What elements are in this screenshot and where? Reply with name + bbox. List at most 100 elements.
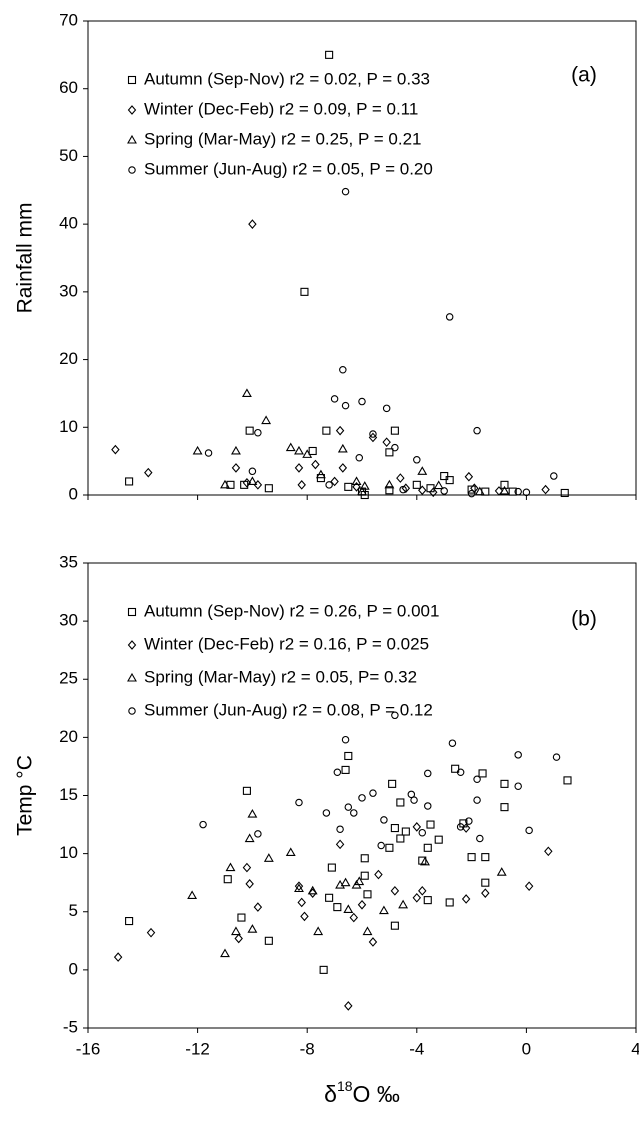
square-marker xyxy=(426,820,435,829)
square-marker xyxy=(325,893,334,902)
diamond-marker xyxy=(253,902,263,912)
circle-marker xyxy=(467,489,476,498)
circle-marker xyxy=(424,769,432,778)
triangle-marker xyxy=(241,388,252,397)
y-tick-label: 10 xyxy=(59,417,78,436)
x-axis-label: δ18O ‰ xyxy=(324,1078,400,1107)
circle-marker xyxy=(377,841,385,850)
square-marker xyxy=(319,965,328,974)
circle-marker xyxy=(399,485,407,494)
square-marker xyxy=(500,803,509,812)
plot-frame xyxy=(87,562,637,1029)
circle-marker xyxy=(254,830,262,838)
diamond-marker xyxy=(494,486,504,496)
triangle-marker xyxy=(337,443,348,453)
square-marker xyxy=(223,875,232,884)
y-tick-label: 20 xyxy=(59,349,78,368)
circle-marker xyxy=(382,404,391,413)
triangle-marker xyxy=(359,481,370,490)
triangle-marker xyxy=(294,883,304,893)
diamond-marker xyxy=(335,425,345,436)
square-marker xyxy=(308,446,317,456)
square-marker xyxy=(322,426,331,435)
circle-marker xyxy=(552,753,561,761)
triangle-marker xyxy=(315,469,326,479)
triangle-marker xyxy=(263,853,274,862)
x-tick-label: -8 xyxy=(300,1039,315,1058)
diamond-marker xyxy=(242,477,252,488)
square-marker xyxy=(451,764,460,773)
y-tick-label: 5 xyxy=(69,901,78,920)
square-marker xyxy=(423,843,432,852)
circle-marker xyxy=(410,796,418,804)
square-marker xyxy=(500,480,509,489)
square-marker xyxy=(390,823,399,833)
diamond-marker xyxy=(300,911,309,922)
diamond-marker xyxy=(113,952,123,962)
square-marker xyxy=(396,834,405,843)
triangle-marker xyxy=(225,862,236,872)
circle-marker xyxy=(380,816,388,824)
square-marker xyxy=(325,50,334,59)
square-marker xyxy=(467,485,476,494)
diamond-marker xyxy=(544,846,553,857)
circle-marker xyxy=(341,401,350,410)
square-marker xyxy=(401,827,410,836)
circle-marker xyxy=(456,768,465,776)
y-axis-label: Temp °C xyxy=(14,755,37,836)
square-marker xyxy=(344,482,353,491)
diamond-marker xyxy=(311,459,320,470)
diamond-marker xyxy=(297,897,306,908)
circle-marker xyxy=(248,467,257,476)
circle-marker xyxy=(514,751,522,759)
triangle-marker xyxy=(354,876,365,886)
legend-marker xyxy=(127,105,137,115)
triangle-marker xyxy=(313,926,324,936)
diamond-marker xyxy=(396,473,405,483)
legend-marker xyxy=(128,707,136,715)
circle-marker xyxy=(465,817,473,825)
square-marker xyxy=(388,779,397,788)
square-marker xyxy=(385,486,394,495)
square-marker xyxy=(264,484,273,493)
diamond-marker xyxy=(294,463,304,473)
square-marker xyxy=(445,476,454,485)
legend-label: Spring (Mar-May) r2 = 0.05, P= 0.32 xyxy=(144,667,417,686)
triangle-marker xyxy=(499,485,510,495)
legend-marker xyxy=(127,672,137,682)
square-marker xyxy=(396,798,405,807)
square-marker xyxy=(344,751,353,761)
diamond-marker xyxy=(146,927,156,938)
y-tick-label: 35 xyxy=(59,552,78,571)
triangle-marker xyxy=(474,486,485,496)
x-tick-label: -16 xyxy=(76,1039,101,1058)
square-marker xyxy=(300,287,309,296)
triangle-marker xyxy=(417,466,428,475)
circle-marker xyxy=(473,796,481,804)
legend-marker xyxy=(127,75,137,85)
y-tick-label: 60 xyxy=(59,78,78,97)
square-marker xyxy=(245,426,254,435)
square-marker xyxy=(237,913,246,922)
diamond-marker xyxy=(245,879,254,889)
x-tick-label: -12 xyxy=(185,1039,210,1058)
triangle-marker xyxy=(285,442,296,452)
circle-marker xyxy=(358,397,366,406)
panel-annotation: (b) xyxy=(571,608,597,631)
circle-marker xyxy=(448,739,457,747)
square-marker xyxy=(125,477,134,486)
diamond-marker xyxy=(344,1001,353,1011)
plot-frame xyxy=(87,20,637,496)
square-marker xyxy=(390,426,399,435)
square-marker xyxy=(390,921,399,930)
diamond-marker xyxy=(338,463,348,473)
square-marker xyxy=(412,480,421,489)
circle-marker xyxy=(333,768,342,776)
circle-marker xyxy=(344,803,353,811)
x-tick-label: 0 xyxy=(522,1039,531,1058)
x-tick-label: -4 xyxy=(409,1039,424,1058)
diamond-marker xyxy=(390,885,400,896)
diamond-marker xyxy=(111,444,120,455)
circle-marker xyxy=(325,481,333,489)
circle-marker xyxy=(339,365,347,374)
